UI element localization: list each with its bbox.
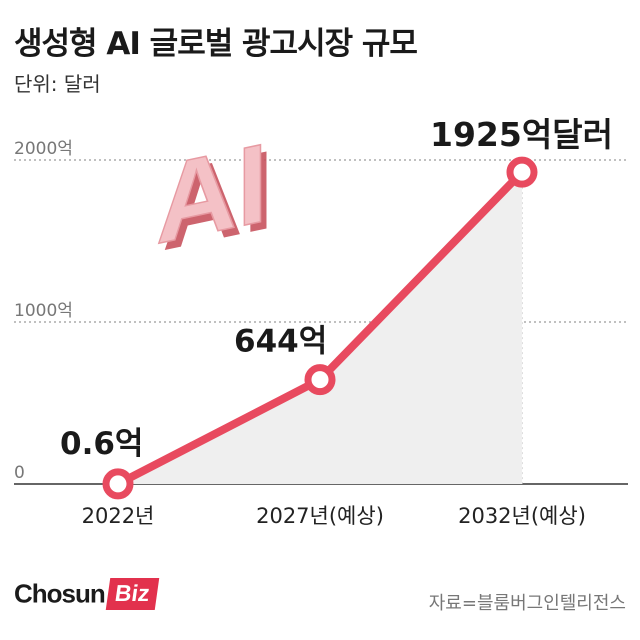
logo-text: Chosun [14, 578, 106, 609]
y-tick-label: 0 [14, 463, 25, 483]
data-label: 644억 [234, 324, 327, 360]
y-tick-label: 1000억 [14, 301, 73, 321]
data-label: 0.6억 [60, 426, 143, 462]
logo-badge: Biz [105, 578, 159, 610]
chosunbiz-logo: Chosun Biz [14, 578, 159, 614]
x-tick-label: 2022년 [82, 504, 155, 528]
ai-3d-graphic: AI AI [155, 117, 274, 274]
svg-text:AI: AI [156, 118, 268, 267]
value-labels-layer: 0.6억 644억 1925억달러 [60, 115, 613, 462]
data-point [304, 364, 336, 396]
y-tick-label: 2000억 [14, 139, 73, 159]
svg-text:AI: AI [162, 125, 274, 274]
x-axis-labels: 2022년 2027년(예상) 2032년(예상) [82, 504, 586, 528]
data-point [102, 468, 134, 500]
data-point [506, 156, 538, 188]
data-label: 1925억달러 [430, 115, 613, 154]
source-text: 자료=블룸버그인텔리전스 [428, 593, 626, 614]
chart-title: 생성형 AI 글로벌 광고시장 규모 [14, 26, 418, 62]
points-layer [102, 156, 538, 500]
x-tick-label: 2032년(예상) [458, 504, 586, 528]
x-tick-label: 2027년(예상) [256, 504, 384, 528]
unit-label: 단위: 달러 [14, 72, 101, 96]
area-under-line [118, 172, 522, 484]
